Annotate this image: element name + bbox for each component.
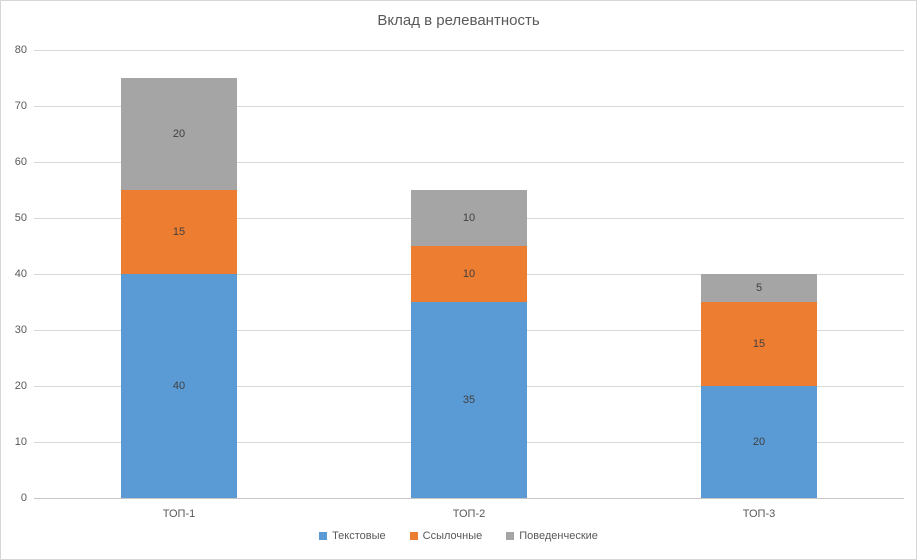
data-label: 10 bbox=[462, 212, 476, 224]
legend-swatch-icon bbox=[319, 532, 328, 540]
legend-label: Текстовые bbox=[332, 530, 386, 542]
y-axis-tick-label: 0 bbox=[20, 492, 27, 504]
y-axis-tick-label: 40 bbox=[14, 268, 27, 280]
data-label: 15 bbox=[752, 338, 766, 350]
x-axis-category-label: ТОП-1 bbox=[162, 508, 196, 520]
data-label: 15 bbox=[172, 226, 186, 238]
bar-segment-ТОП-3-Поведенческие bbox=[701, 274, 817, 302]
data-label: 40 bbox=[172, 380, 186, 392]
legend-item: Поведенческие bbox=[506, 530, 598, 542]
legend-label: Поведенческие bbox=[519, 530, 598, 542]
data-label: 20 bbox=[172, 128, 186, 140]
chart-title: Вклад в релевантность bbox=[377, 12, 540, 29]
legend-swatch-icon bbox=[506, 532, 515, 540]
bar-segment-ТОП-2-Ссылочные bbox=[411, 246, 527, 302]
bar-segment-ТОП-1-Текстовые bbox=[121, 274, 237, 498]
legend-swatch-icon bbox=[409, 532, 418, 540]
gridline bbox=[34, 50, 904, 51]
gridline bbox=[34, 106, 904, 107]
bar-segment-ТОП-2-Поведенческие bbox=[411, 190, 527, 246]
x-axis-category-label: ТОП-3 bbox=[742, 508, 776, 520]
bar-segment-ТОП-3-Текстовые bbox=[701, 386, 817, 498]
data-label: 10 bbox=[462, 268, 476, 280]
data-label: 5 bbox=[755, 282, 763, 294]
bar-segment-ТОП-1-Поведенческие bbox=[121, 78, 237, 190]
y-axis-tick-label: 20 bbox=[14, 380, 27, 392]
legend: Текстовые Ссылочные Поведенческие bbox=[1, 530, 916, 542]
y-axis-tick-label: 70 bbox=[14, 100, 27, 112]
x-axis-line bbox=[34, 498, 904, 499]
x-axis-category-label: ТОП-2 bbox=[452, 508, 486, 520]
y-axis-tick-label: 30 bbox=[14, 324, 27, 336]
bar-segment-ТОП-1-Ссылочные bbox=[121, 190, 237, 274]
y-axis-tick-label: 60 bbox=[14, 156, 27, 168]
y-axis-tick-label: 10 bbox=[14, 436, 27, 448]
data-label: 20 bbox=[752, 436, 766, 448]
gridline bbox=[34, 162, 904, 163]
legend-item: Текстовые bbox=[319, 530, 386, 542]
legend-item: Ссылочные bbox=[409, 530, 483, 542]
legend-label: Ссылочные bbox=[422, 530, 483, 542]
y-axis-tick-label: 50 bbox=[14, 212, 27, 224]
bar-segment-ТОП-3-Ссылочные bbox=[701, 302, 817, 386]
bar-segment-ТОП-2-Текстовые bbox=[411, 302, 527, 498]
y-axis-tick-label: 80 bbox=[14, 44, 27, 56]
data-label: 35 bbox=[462, 394, 476, 406]
